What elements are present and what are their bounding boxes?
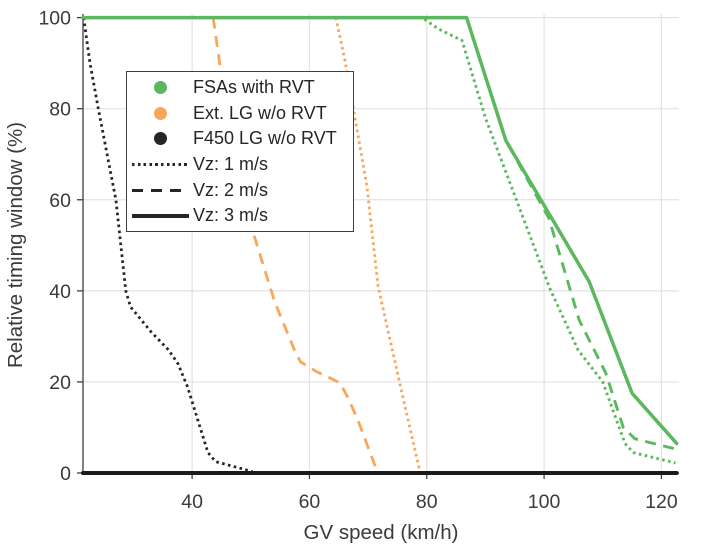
legend-row-f450: F450 LG w/o RVT xyxy=(127,126,353,152)
dotted-line-icon xyxy=(132,163,189,167)
series-fsa-vz1 xyxy=(83,16,676,465)
legend-line-cell xyxy=(127,188,189,192)
y-tick-label: 20 xyxy=(49,372,71,394)
legend-label: Vz: 3 m/s xyxy=(193,205,269,226)
f450-marker-icon xyxy=(154,132,167,146)
legend: FSAs with RVT Ext. LG w/o RVT F450 LG w/… xyxy=(126,71,354,232)
legend-marker-cell xyxy=(127,81,189,95)
y-tick-label: 60 xyxy=(49,190,71,212)
legend-label: F450 LG w/o RVT xyxy=(193,128,337,149)
x-tick-label: 100 xyxy=(528,491,561,513)
y-tick-label: 80 xyxy=(49,99,71,121)
series-ext-lg-vz2 xyxy=(211,17,379,472)
x-axis-label: GV speed (km/h) xyxy=(304,521,459,544)
series-f450-lg-vz1 xyxy=(82,17,253,473)
legend-row-fsa: FSAs with RVT xyxy=(127,75,353,101)
tick-labels: 40 60 80 100 120 0 20 40 60 80 100 xyxy=(38,8,677,513)
legend-label: Vz: 1 m/s xyxy=(193,154,269,175)
x-tick-label: 60 xyxy=(299,491,321,513)
legend-line-cell xyxy=(127,213,189,218)
legend-row-vz2: Vz: 2 m/s xyxy=(127,177,353,203)
series-fsa-vz3 xyxy=(81,15,679,446)
fsa-marker-icon xyxy=(154,81,167,95)
y-tick-label: 100 xyxy=(38,8,71,30)
legend-label: FSAs with RVT xyxy=(193,77,315,98)
data-series xyxy=(81,15,679,475)
legend-label: Vz: 2 m/s xyxy=(193,179,269,200)
y-axis-label: Relative timing window (%) xyxy=(4,122,27,368)
x-tick-label: 80 xyxy=(416,491,438,513)
legend-marker-cell xyxy=(127,106,189,120)
legend-line-cell xyxy=(127,163,189,167)
dashed-line-icon xyxy=(132,188,189,192)
legend-marker-cell xyxy=(127,132,189,146)
ext-marker-icon xyxy=(154,106,167,120)
x-tick-label: 120 xyxy=(645,491,678,513)
legend-label: Ext. LG w/o RVT xyxy=(193,102,327,123)
legend-row-vz1: Vz: 1 m/s xyxy=(127,152,353,178)
x-tick-label: 40 xyxy=(181,491,203,513)
solid-line-icon xyxy=(132,213,189,218)
y-tick-label: 0 xyxy=(60,463,71,485)
y-tick-label: 40 xyxy=(49,281,71,303)
legend-row-ext: Ext. LG w/o RVT xyxy=(127,101,353,127)
legend-row-vz3: Vz: 3 m/s xyxy=(127,203,353,229)
